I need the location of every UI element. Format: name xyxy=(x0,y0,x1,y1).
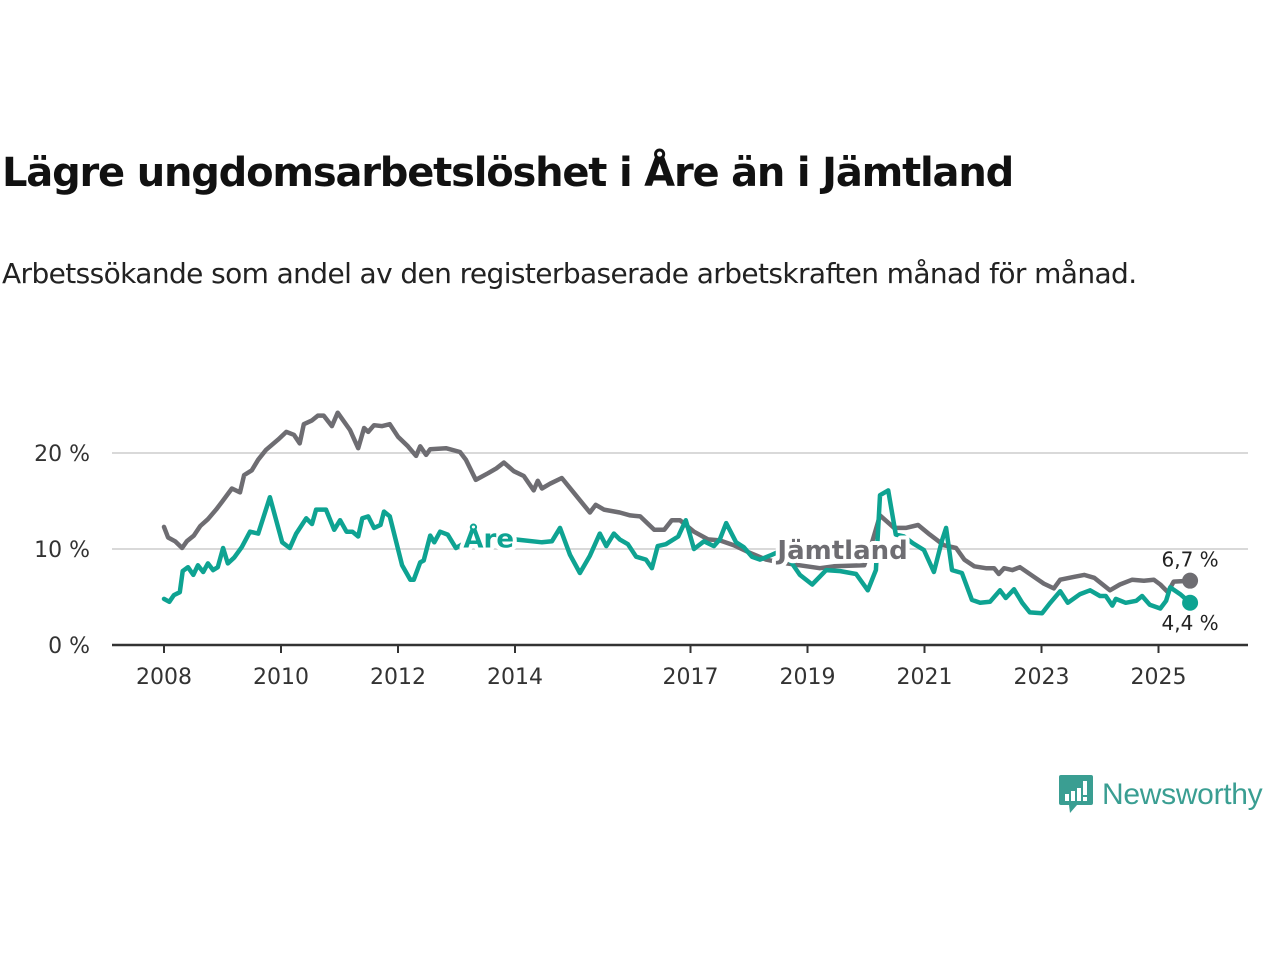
x-tick-label: 2012 xyxy=(370,665,426,690)
x-tick-label: 2014 xyxy=(487,665,543,690)
end-marker xyxy=(1182,572,1199,589)
x-tick-label: 2025 xyxy=(1131,665,1187,690)
newsworthy-chart-bubble-icon xyxy=(1059,775,1093,813)
series-lines xyxy=(161,410,1193,616)
series-label: Åre xyxy=(463,522,514,554)
x-tick-label: 2010 xyxy=(253,665,309,690)
y-tick-label: 10 % xyxy=(34,538,90,563)
series-labels: Åre Jämtland xyxy=(459,518,911,570)
chart-subtitle: Arbetssökande som andel av den registerb… xyxy=(2,257,1137,290)
y-tick-label: 20 % xyxy=(34,442,90,467)
newsworthy-logo: Newsworthy xyxy=(1058,773,1263,817)
y-axis: 0 % 10 % 20 % xyxy=(34,442,90,659)
end-value-label: 4,4 % xyxy=(1162,611,1219,635)
x-tick-label: 2021 xyxy=(897,665,953,690)
x-tick-label: 2008 xyxy=(136,665,192,690)
end-value-label: 6,7 % xyxy=(1162,548,1219,572)
chart-title: Lägre ungdomsarbetslöshet i Åre än i Jäm… xyxy=(2,150,1014,196)
x-tick-label: 2023 xyxy=(1014,665,1070,690)
line-chart: 0 % 10 % 20 % 2008 2010 2012 2014 2017 2019 2021… xyxy=(34,410,1248,690)
series-line-jmtland xyxy=(161,410,1193,595)
series-line-re xyxy=(161,488,1193,616)
x-tick-label: 2017 xyxy=(663,665,719,690)
end-marker xyxy=(1182,594,1199,611)
series-label: Jämtland xyxy=(775,536,907,566)
x-axis: 2008 2010 2012 2014 2017 2019 2021 2023 2025 xyxy=(112,643,1248,690)
newsworthy-wordmark: Newsworthy xyxy=(1102,778,1263,811)
x-tick-label: 2019 xyxy=(780,665,836,690)
gridlines xyxy=(112,452,1248,550)
end-markers: 6,7 % 4,4 % xyxy=(1162,548,1219,635)
y-tick-label: 0 % xyxy=(48,634,90,659)
